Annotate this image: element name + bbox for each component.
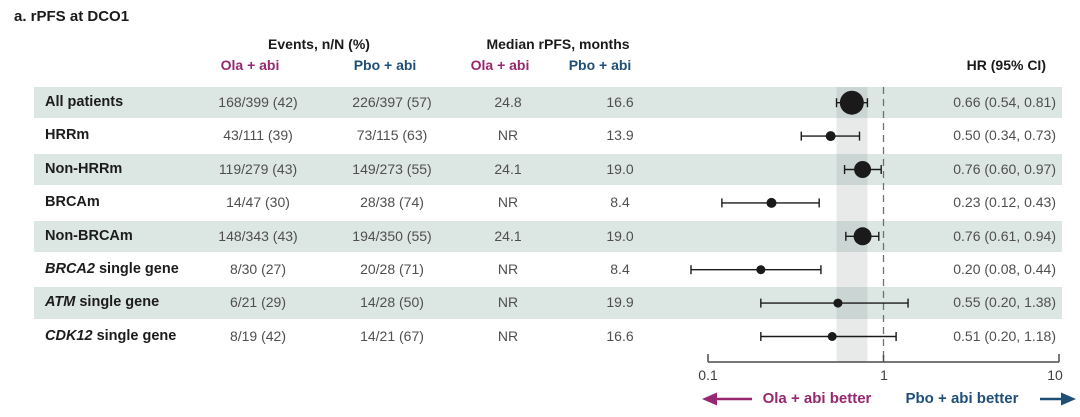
events-pbo-cell: 14/21 (67) <box>360 327 424 344</box>
median-ola-arm-header: Ola + abi <box>470 57 530 73</box>
events-ola-cell: 119/279 (43) <box>218 160 298 177</box>
median-pbo-cell: 19.9 <box>606 294 634 311</box>
row-label: BRCA2 single gene <box>45 260 179 277</box>
hr-ci-cell: 0.76 (0.61, 0.94) <box>953 227 1056 244</box>
row-label: ATM single gene <box>45 294 160 311</box>
events-ola-cell: 43/111 (39) <box>223 127 293 144</box>
median-pbo-cell: 8.4 <box>610 260 630 277</box>
events-ola-cell: 14/47 (30) <box>226 194 290 211</box>
table-row: Non-HRRm 119/279 (43) 149/273 (55) 24.1 19.0… <box>34 153 1062 186</box>
events-ola-cell: 8/30 (27) <box>229 260 287 277</box>
table-row: HRRm 43/111 (39) 73/115 (63) NR 13.9 0.50 (0.… <box>34 120 1062 151</box>
hr-ci-cell: 0.23 (0.12, 0.43) <box>953 194 1056 211</box>
median-pbo-cell: 16.6 <box>606 94 634 110</box>
median-ola-cell: 24.1 <box>494 160 522 177</box>
hr-ci-cell: 0.51 (0.20, 1.18) <box>953 327 1056 344</box>
median-ola-cell: NR <box>497 294 519 311</box>
hr-ci-cell: 0.20 (0.08, 0.44) <box>953 260 1056 277</box>
events-ola-cell: 168/399 (42) <box>218 94 298 110</box>
ola-better-arrowhead-icon <box>702 392 717 406</box>
median-ola-cell: NR <box>497 260 519 277</box>
pbo-better-arrowhead-icon <box>1061 392 1076 406</box>
axis-tick-1: 1 <box>880 367 888 383</box>
median-ola-cell: NR <box>497 127 519 144</box>
table-row: All patients 168/399 (42) 226/397 (57) 24.8… <box>34 87 1062 119</box>
events-ola-cell: 8/19 (42) <box>229 327 287 344</box>
events-pbo-arm-header: Pbo + abi <box>353 57 417 73</box>
median-pbo-cell: 13.9 <box>606 127 634 144</box>
axis-tick-0.1: 0.1 <box>698 367 718 383</box>
axis-tick-10: 10 <box>1047 367 1063 383</box>
hr-ci-cell: 0.55 (0.20, 1.38) <box>953 294 1056 311</box>
figure-title: a. rPFS at DCO1 <box>14 8 130 25</box>
events-pbo-cell: 14/28 (50) <box>360 294 424 311</box>
row-label: BRCAm <box>45 194 100 211</box>
row-label: All patients <box>45 94 124 110</box>
events-pbo-cell: 20/28 (71) <box>360 260 424 277</box>
table-row: CDK12 single gene 8/19 (42) 14/21 (67) NR 16… <box>34 321 1062 352</box>
events-pbo-cell: 73/115 (63) <box>356 127 428 144</box>
events-pbo-cell: 28/38 (74) <box>360 194 424 211</box>
row-label: Non-HRRm <box>45 160 123 177</box>
median-pbo-cell: 8.4 <box>610 194 630 211</box>
subgroup-table: All patients 168/399 (42) 226/397 (57) 24.8… <box>34 87 1062 354</box>
median-group-header: Median rPFS, months <box>486 36 630 52</box>
events-pbo-cell: 194/350 (55) <box>352 227 432 244</box>
median-ola-cell: NR <box>497 327 519 344</box>
pbo-better-direction-label: Pbo + abi better <box>905 390 1019 407</box>
row-label: HRRm <box>45 127 90 144</box>
median-ola-cell: 24.8 <box>494 94 522 110</box>
hr-ci-cell: 0.50 (0.34, 0.73) <box>953 127 1056 144</box>
table-row: ATM single gene 6/21 (29) 14/28 (50) NR 19.9… <box>34 287 1062 319</box>
median-pbo-cell: 19.0 <box>606 227 634 244</box>
events-ola-cell: 6/21 (29) <box>229 294 287 311</box>
events-pbo-cell: 149/273 (55) <box>352 160 432 177</box>
median-pbo-cell: 16.6 <box>606 327 634 344</box>
table-row: BRCAm 14/47 (30) 28/38 (74) NR 8.4 0.23 (0.12… <box>34 187 1062 218</box>
row-label: Non-BRCAm <box>45 227 133 244</box>
median-ola-cell: NR <box>497 194 519 211</box>
hr-ci-cell: 0.66 (0.54, 0.81) <box>953 94 1056 110</box>
row-label: CDK12 single gene <box>45 327 177 344</box>
median-ola-cell: 24.1 <box>494 227 522 244</box>
events-group-header: Events, n/N (%) <box>268 36 370 52</box>
table-row: Non-BRCAm 148/343 (43) 194/350 (55) 24.1 19.… <box>34 220 1062 252</box>
events-ola-cell: 148/343 (43) <box>218 227 298 244</box>
ola-better-direction-label: Ola + abi better <box>762 390 872 407</box>
table-row: BRCA2 single gene 8/30 (27) 20/28 (71) NR 8.… <box>34 254 1062 285</box>
events-ola-arm-header: Ola + abi <box>220 57 280 73</box>
median-pbo-arm-header: Pbo + abi <box>568 57 632 73</box>
median-pbo-cell: 19.0 <box>606 160 634 177</box>
hr-ci-header: HR (95% CI) <box>966 57 1046 73</box>
events-pbo-cell: 226/397 (57) <box>352 94 432 110</box>
hr-ci-cell: 0.76 (0.60, 0.97) <box>953 160 1056 177</box>
